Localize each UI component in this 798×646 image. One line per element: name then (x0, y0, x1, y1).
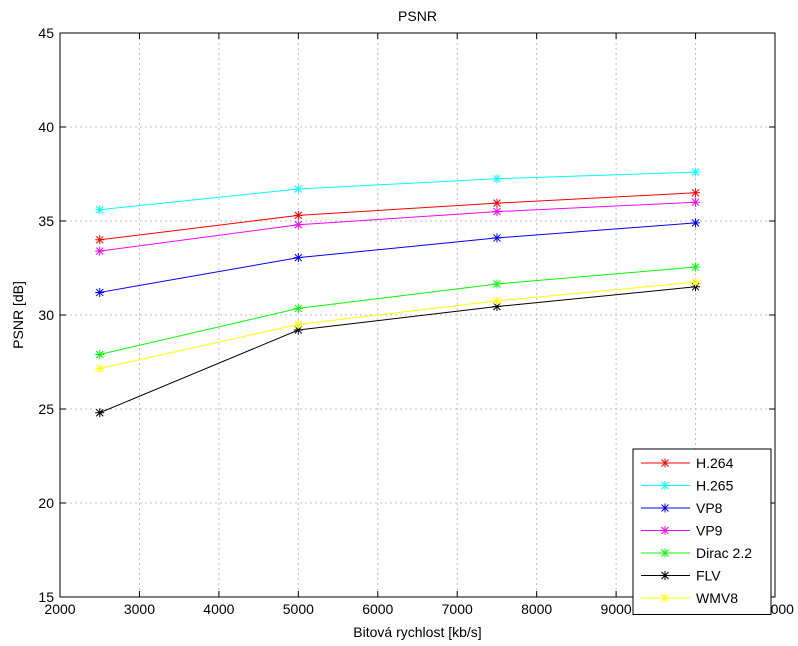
series-dirac-2-2 (95, 262, 701, 359)
series-flv (95, 282, 701, 418)
y-tick-label: 40 (38, 119, 54, 135)
data-point (95, 235, 105, 245)
legend-entry: VP8 (641, 500, 723, 516)
legend-label: H.264 (696, 455, 734, 471)
legend-label: FLV (696, 568, 721, 584)
series-vp9 (95, 197, 701, 256)
data-point (293, 319, 303, 329)
series-lines (95, 167, 701, 418)
x-tick-label: 9000 (601, 601, 632, 617)
chart-title: PSNR (398, 8, 437, 24)
data-point (293, 184, 303, 194)
data-point (691, 262, 701, 272)
data-point (492, 233, 502, 243)
data-point (691, 277, 701, 287)
legend-marker (660, 548, 670, 558)
data-point (492, 296, 502, 306)
data-point (95, 364, 105, 374)
data-point (492, 207, 502, 217)
series-line (99, 281, 696, 370)
series-h-265 (95, 167, 701, 215)
legend-label: Dirac 2.2 (696, 545, 752, 561)
legend-entry: Dirac 2.2 (641, 545, 752, 561)
y-tick-label: 25 (38, 401, 54, 417)
x-tick-label: 4000 (203, 601, 234, 617)
legend-label: H.265 (696, 478, 734, 494)
x-tick-label: 8000 (521, 601, 552, 617)
data-point (691, 167, 701, 177)
legend-marker (660, 503, 670, 513)
data-point (293, 325, 303, 335)
legend-label: VP8 (696, 500, 723, 516)
data-point (492, 279, 502, 289)
y-tick-label: 35 (38, 213, 54, 229)
series-line (99, 286, 696, 414)
axis-ticks: 2000300040005000600070008000900010000110… (38, 25, 794, 617)
legend-entry: FLV (641, 568, 721, 584)
legend-entry: WMV8 (641, 590, 738, 606)
y-tick-label: 15 (38, 589, 54, 605)
data-point (293, 210, 303, 220)
data-point (95, 408, 105, 418)
data-point (691, 197, 701, 207)
series-vp8 (95, 218, 701, 297)
y-tick-label: 45 (38, 25, 54, 41)
series-line (99, 222, 696, 293)
series-line (99, 201, 696, 252)
data-point (293, 220, 303, 230)
legend: H.264 H.265 VP8 VP9 Dirac 2.2 FLV WMV8 (632, 448, 772, 615)
legend-label: WMV8 (696, 590, 738, 606)
y-axis-label: PSNR [dB] (10, 281, 26, 349)
series-line (99, 171, 696, 211)
legend-box (632, 448, 772, 615)
data-point (492, 302, 502, 312)
y-tick-label: 30 (38, 307, 54, 323)
x-tick-label: 3000 (124, 601, 155, 617)
x-tick-label: 6000 (362, 601, 393, 617)
x-axis-label: Bitová rychlost [kb/s] (353, 624, 481, 640)
data-point (691, 282, 701, 292)
legend-marker (660, 571, 670, 580)
series-h-264 (95, 188, 701, 245)
data-point (95, 287, 105, 297)
data-point (492, 174, 502, 184)
data-point (95, 349, 105, 359)
legend-entry: H.264 (641, 455, 734, 471)
x-tick-label: 7000 (442, 601, 473, 617)
x-tick-label: 5000 (283, 601, 314, 617)
legend-marker (660, 481, 670, 490)
legend-marker (660, 458, 670, 468)
series-wmv8 (95, 277, 701, 374)
series-line (99, 192, 696, 241)
x-tick-label: 2000 (44, 601, 75, 617)
data-point (691, 218, 701, 228)
data-point (95, 205, 105, 215)
data-point (492, 198, 502, 208)
legend-label: VP9 (696, 523, 723, 539)
y-tick-label: 20 (38, 495, 54, 511)
data-point (95, 246, 105, 256)
data-point (293, 303, 303, 313)
legend-entry: H.265 (641, 478, 734, 494)
legend-marker (660, 593, 670, 603)
legend-marker (660, 526, 670, 535)
data-point (293, 253, 303, 263)
data-point (691, 188, 701, 198)
legend-entry: VP9 (641, 523, 723, 539)
series-line (99, 266, 696, 355)
